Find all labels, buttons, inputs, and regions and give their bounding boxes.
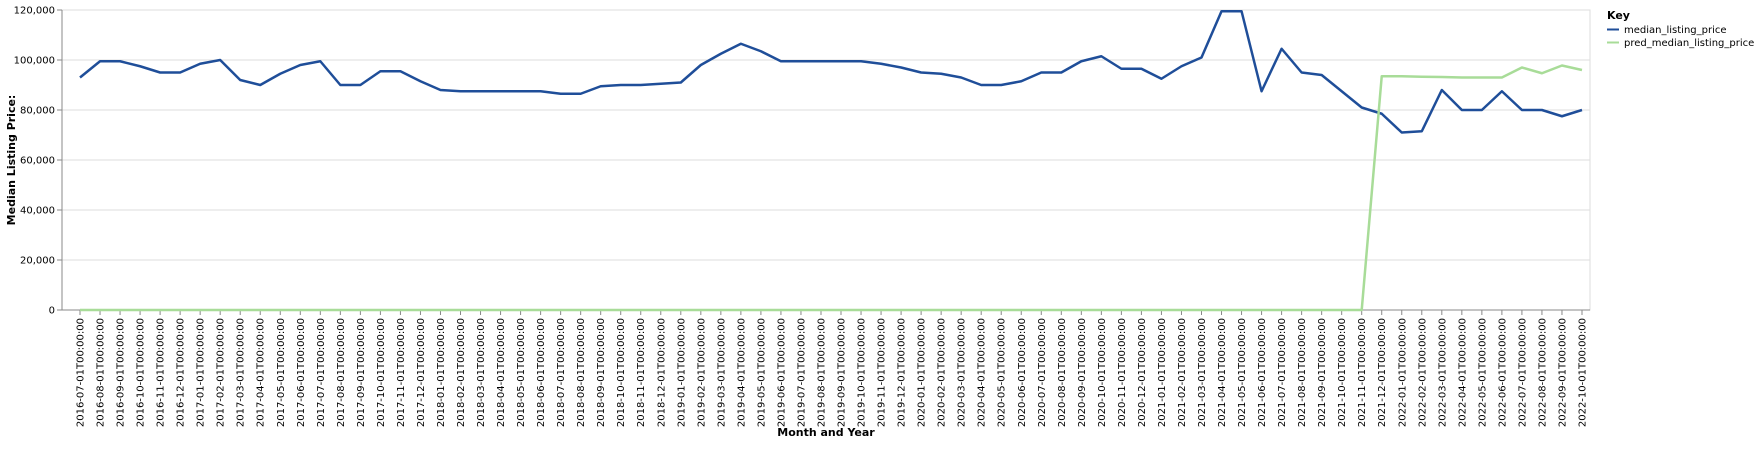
x-tick-label: 2016-11-01T00:00:00 bbox=[156, 318, 167, 427]
x-tick-label: 2021-11-01T00:00:00 bbox=[1357, 318, 1368, 427]
x-tick-label: 2016-12-01T00:00:00 bbox=[176, 318, 187, 427]
y-tick-label: 120,000 bbox=[14, 6, 55, 17]
x-tick-label: 2017-03-01T00:00:00 bbox=[236, 318, 247, 427]
x-tick-label: 2022-04-01T00:00:00 bbox=[1457, 318, 1468, 427]
y-tick-label: 40,000 bbox=[20, 206, 55, 217]
x-tick-label: 2022-05-01T00:00:00 bbox=[1477, 318, 1488, 427]
x-tick-label: 2016-08-01T00:00:00 bbox=[96, 318, 107, 427]
series-line-median_listing_price bbox=[79, 10, 1583, 134]
x-tick-label: 2019-09-01T00:00:00 bbox=[837, 318, 848, 427]
x-tick-label: 2022-10-01T00:00:00 bbox=[1578, 318, 1589, 427]
x-tick-label: 2017-06-01T00:00:00 bbox=[296, 318, 307, 427]
x-tick-label: 2020-10-01T00:00:00 bbox=[1097, 318, 1108, 427]
x-tick-label: 2017-07-01T00:00:00 bbox=[316, 318, 327, 427]
x-tick-label: 2020-12-01T00:00:00 bbox=[1137, 318, 1148, 427]
x-tick-label: 2016-07-01T00:00:00 bbox=[76, 318, 87, 427]
x-tick-label: 2019-01-01T00:00:00 bbox=[676, 318, 687, 427]
y-tick-label: 100,000 bbox=[14, 56, 55, 67]
y-axis-title: Median Listing Price: bbox=[5, 95, 18, 226]
x-tick-label: 2020-05-01T00:00:00 bbox=[997, 318, 1008, 427]
series-line-pred_median_listing_price bbox=[80, 64, 1583, 312]
x-tick-label: 2022-06-01T00:00:00 bbox=[1497, 318, 1508, 427]
x-tick-label: 2019-08-01T00:00:00 bbox=[816, 318, 827, 427]
x-tick-label: 2021-09-01T00:00:00 bbox=[1317, 318, 1328, 427]
x-tick-label: 2017-11-01T00:00:00 bbox=[396, 318, 407, 427]
x-tick-label: 2020-01-01T00:00:00 bbox=[917, 318, 928, 427]
x-tick-label: 2018-02-01T00:00:00 bbox=[456, 318, 467, 427]
x-tick-label: 2019-12-01T00:00:00 bbox=[897, 318, 908, 427]
x-tick-label: 2019-02-01T00:00:00 bbox=[696, 318, 707, 427]
x-tick-label: 2018-03-01T00:00:00 bbox=[476, 318, 487, 427]
x-tick-label: 2019-06-01T00:00:00 bbox=[776, 318, 787, 427]
x-tick-label: 2020-11-01T00:00:00 bbox=[1117, 318, 1128, 427]
x-tick-label: 2021-12-01T00:00:00 bbox=[1377, 318, 1388, 427]
x-tick-label: 2018-07-01T00:00:00 bbox=[556, 318, 567, 427]
x-tick-label: 2019-07-01T00:00:00 bbox=[796, 318, 807, 427]
x-tick-label: 2020-03-01T00:00:00 bbox=[957, 318, 968, 427]
x-tick-label: 2021-03-01T00:00:00 bbox=[1197, 318, 1208, 427]
x-tick-label: 2022-08-01T00:00:00 bbox=[1537, 318, 1548, 427]
legend-label: pred_median_listing_price bbox=[1624, 38, 1754, 49]
x-tick-label: 2022-03-01T00:00:00 bbox=[1437, 318, 1448, 427]
legend-label: median_listing_price bbox=[1624, 25, 1727, 36]
x-tick-label: 2018-08-01T00:00:00 bbox=[576, 318, 587, 427]
x-tick-label: 2018-06-01T00:00:00 bbox=[536, 318, 547, 427]
y-tick-label: 60,000 bbox=[20, 156, 55, 167]
x-tick-label: 2019-03-01T00:00:00 bbox=[716, 318, 727, 427]
x-tick-label: 2017-12-01T00:00:00 bbox=[416, 318, 427, 427]
x-tick-label: 2018-01-01T00:00:00 bbox=[436, 318, 447, 427]
x-tick-label: 2018-10-01T00:00:00 bbox=[616, 318, 627, 427]
x-tick-label: 2020-09-01T00:00:00 bbox=[1077, 318, 1088, 427]
x-tick-label: 2016-09-01T00:00:00 bbox=[116, 318, 127, 427]
x-tick-label: 2021-01-01T00:00:00 bbox=[1157, 318, 1168, 427]
y-tick-label: 20,000 bbox=[20, 256, 55, 267]
x-tick-label: 2021-08-01T00:00:00 bbox=[1297, 318, 1308, 427]
x-tick-label: 2021-05-01T00:00:00 bbox=[1237, 318, 1248, 427]
legend-title: Key bbox=[1607, 9, 1630, 22]
x-tick-label: 2017-01-01T00:00:00 bbox=[196, 318, 207, 427]
x-tick-label: 2018-05-01T00:00:00 bbox=[516, 318, 527, 427]
x-tick-label: 2018-09-01T00:00:00 bbox=[596, 318, 607, 427]
x-tick-label: 2016-10-01T00:00:00 bbox=[136, 318, 147, 427]
x-tick-label: 2017-05-01T00:00:00 bbox=[276, 318, 287, 427]
x-tick-label: 2017-10-01T00:00:00 bbox=[376, 318, 387, 427]
x-tick-label: 2022-02-01T00:00:00 bbox=[1417, 318, 1428, 427]
x-axis-title: Month and Year bbox=[777, 426, 875, 439]
x-tick-label: 2022-01-01T00:00:00 bbox=[1397, 318, 1408, 427]
x-tick-label: 2020-07-01T00:00:00 bbox=[1037, 318, 1048, 427]
x-tick-label: 2020-06-01T00:00:00 bbox=[1017, 318, 1028, 427]
x-tick-label: 2019-05-01T00:00:00 bbox=[756, 318, 767, 427]
y-tick-label: 80,000 bbox=[20, 106, 55, 117]
x-tick-label: 2017-04-01T00:00:00 bbox=[256, 318, 267, 427]
x-tick-label: 2021-06-01T00:00:00 bbox=[1257, 318, 1268, 427]
x-tick-label: 2021-04-01T00:00:00 bbox=[1217, 318, 1228, 427]
x-tick-label: 2020-02-01T00:00:00 bbox=[937, 318, 948, 427]
x-tick-label: 2019-04-01T00:00:00 bbox=[736, 318, 747, 427]
x-tick-label: 2020-04-01T00:00:00 bbox=[977, 318, 988, 427]
x-tick-label: 2017-08-01T00:00:00 bbox=[336, 318, 347, 427]
x-tick-label: 2019-11-01T00:00:00 bbox=[877, 318, 888, 427]
x-tick-label: 2017-02-01T00:00:00 bbox=[216, 318, 227, 427]
x-tick-label: 2022-07-01T00:00:00 bbox=[1517, 318, 1528, 427]
x-tick-label: 2021-07-01T00:00:00 bbox=[1277, 318, 1288, 427]
x-tick-label: 2022-09-01T00:00:00 bbox=[1557, 318, 1568, 427]
x-tick-label: 2019-10-01T00:00:00 bbox=[857, 318, 868, 427]
x-tick-label: 2021-02-01T00:00:00 bbox=[1177, 318, 1188, 427]
y-tick-label: 0 bbox=[49, 306, 55, 317]
x-tick-label: 2020-08-01T00:00:00 bbox=[1057, 318, 1068, 427]
x-tick-label: 2017-09-01T00:00:00 bbox=[356, 318, 367, 427]
x-tick-label: 2018-11-01T00:00:00 bbox=[636, 318, 647, 427]
x-tick-label: 2018-12-01T00:00:00 bbox=[656, 318, 667, 427]
x-tick-label: 2021-10-01T00:00:00 bbox=[1337, 318, 1348, 427]
x-tick-label: 2018-04-01T00:00:00 bbox=[496, 318, 507, 427]
